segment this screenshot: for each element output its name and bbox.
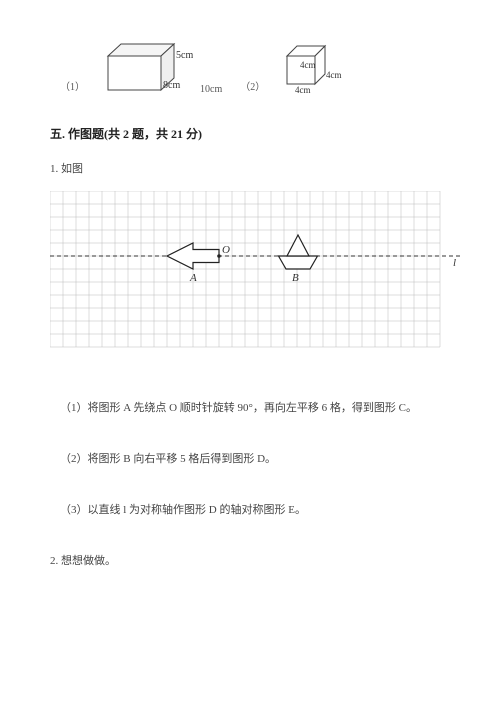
figure2-cube: 4cm 4cm 4cm — [283, 40, 343, 95]
label-B: B — [292, 272, 299, 284]
label-l: l — [453, 257, 456, 269]
figure1-cuboid: 5cm 8cm — [103, 40, 193, 95]
section-title: 五. 作图题(共 2 题，共 21 分) — [50, 125, 450, 142]
fig2-w: 4cm — [295, 85, 311, 95]
label-A: A — [189, 272, 197, 284]
q1-intro: 1. 如图 — [50, 160, 450, 176]
q1-sub3: （3）以直线 l 为对称轴作图形 D 的轴对称图形 E。 — [60, 501, 450, 517]
q1-sub2: （2）将图形 B 向右平移 5 格后得到图形 D。 — [60, 450, 450, 466]
q1-sub1: （1）将图形 A 先绕点 O 顺时针旋转 90°，再向左平移 6 格，得到图形 … — [60, 399, 450, 415]
fig2-d: 4cm — [326, 70, 342, 80]
shape-B-hull — [279, 256, 318, 269]
shape-A — [167, 243, 219, 269]
q2-text: 2. 想想做做。 — [50, 552, 450, 568]
fig1-d: 8cm — [163, 80, 180, 91]
grid-diagram: l A O B — [50, 191, 450, 364]
figures-row: （1） 5cm 8cm 10cm （2） 4cm 4cm 4cm — [60, 40, 450, 95]
label-O: O — [222, 244, 230, 256]
fig1-w: 10cm — [200, 84, 222, 95]
fig2-h: 4cm — [300, 60, 316, 70]
fig1-h: 5cm — [176, 50, 193, 61]
figure2-label: （2） — [240, 78, 265, 95]
point-O — [217, 254, 221, 258]
shape-B-sail — [287, 235, 309, 256]
figure1-label: （1） — [60, 78, 85, 95]
